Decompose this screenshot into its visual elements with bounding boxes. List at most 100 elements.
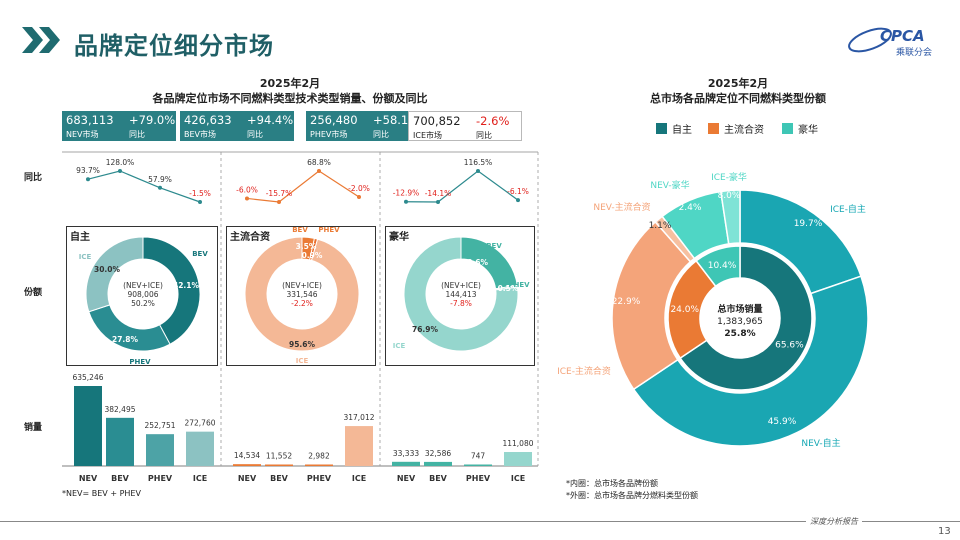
outer-category-label: NEV-自主 bbox=[801, 437, 840, 449]
kpi-yoy: +94.4% bbox=[247, 113, 294, 127]
legend-swatch bbox=[708, 123, 719, 134]
outer-value-label: 22.9% bbox=[612, 297, 641, 307]
legend-swatch bbox=[782, 123, 793, 134]
yoy-point bbox=[357, 194, 361, 199]
yoy-point bbox=[317, 169, 321, 173]
kpi-yoy: +58.1% bbox=[373, 113, 420, 127]
bar-value-label: 252,751 bbox=[144, 421, 175, 430]
kpi-yoy-label: 同比 bbox=[129, 130, 145, 139]
kpi-value: 256,480 bbox=[310, 113, 358, 127]
bar-nev bbox=[392, 461, 420, 466]
yoy-point bbox=[404, 199, 408, 204]
yoy-line bbox=[405, 170, 519, 203]
donut-value-label: 95.6% bbox=[289, 340, 316, 349]
donut-value-label: 42.1% bbox=[173, 281, 200, 290]
yoy-point bbox=[118, 169, 122, 173]
yoy-label: -2.0% bbox=[348, 184, 370, 193]
chevron-double-icon bbox=[22, 27, 60, 53]
donut-category-label: BEV bbox=[192, 250, 208, 258]
right-title-line2: 总市场各品牌定位不同燃料类型份额 bbox=[650, 92, 826, 105]
logo-text: CPCA bbox=[880, 27, 925, 45]
bar-category-label: BEV bbox=[111, 474, 130, 483]
bar-value-label: 2,982 bbox=[308, 452, 330, 461]
legend-swatch bbox=[656, 123, 667, 134]
bar-value-label: 747 bbox=[471, 452, 486, 461]
outer-value-label: 8.0% bbox=[718, 191, 741, 201]
kpi-value: 700,852 bbox=[413, 114, 461, 128]
center-value: 1,383,965 bbox=[717, 317, 763, 327]
inner-slice-2 bbox=[695, 245, 741, 288]
bar-phev bbox=[146, 434, 174, 466]
panel-label-hezi: 主流合资 bbox=[228, 228, 272, 243]
yoy-point bbox=[198, 200, 202, 204]
inner-value-label: 65.6% bbox=[775, 340, 804, 350]
yoy-label: 116.5% bbox=[464, 158, 493, 167]
right-footnote-1: *内圈：总市场各品牌份额 bbox=[566, 479, 658, 488]
bar-category-label: NEV bbox=[397, 474, 416, 483]
panel-box-zizhu bbox=[66, 226, 218, 366]
bar-nev bbox=[74, 386, 102, 466]
donut-center-text: 144,413 bbox=[445, 290, 476, 299]
yoy-label: -6.0% bbox=[236, 185, 258, 194]
center-panel bbox=[704, 300, 776, 340]
legend-label: 自主 bbox=[672, 125, 692, 136]
outer-value-label: 1.1% bbox=[649, 221, 672, 231]
donut-slice-ice bbox=[244, 236, 360, 352]
yoy-label: -14.1% bbox=[425, 189, 452, 198]
bar-phev bbox=[464, 464, 492, 466]
kpi-ice: 700,852 -2.6% ICE市场 同比 bbox=[408, 111, 522, 141]
left-chart-title: 2025年2月 各品牌定位市场不同燃料类型技术类型销量、份额及同比 bbox=[62, 76, 518, 106]
bar-category-label: ICE bbox=[193, 474, 207, 483]
kpi-bev: 426,633 +94.4% BEV市场 同比 bbox=[180, 111, 294, 141]
donut-value-label: 3.5% bbox=[296, 242, 317, 251]
bar-nev bbox=[233, 464, 261, 466]
panel-label-haohua: 豪华 bbox=[387, 228, 411, 243]
yoy-point bbox=[436, 200, 440, 204]
donut-category-label: PHEV bbox=[318, 226, 340, 234]
panel-box-haohua bbox=[385, 226, 535, 366]
page-title: 品牌定位细分市场 bbox=[74, 32, 274, 60]
donut-value-label: 0.5% bbox=[498, 284, 519, 293]
bar-bev bbox=[424, 461, 452, 466]
outer-category-label: ICE-豪华 bbox=[711, 171, 747, 183]
bar-category-label: BEV bbox=[429, 474, 448, 483]
kpi-yoy: -2.6% bbox=[476, 114, 510, 128]
yoy-point bbox=[277, 200, 281, 204]
bar-phev bbox=[305, 464, 333, 466]
center-yoy: 25.8% bbox=[724, 329, 755, 339]
donut-slice-bev bbox=[142, 236, 201, 345]
bar-value-label: 382,495 bbox=[104, 405, 135, 414]
yoy-label: 68.8% bbox=[307, 158, 331, 167]
outer-value-label: 2.4% bbox=[679, 203, 702, 213]
kpi-label: NEV市场 bbox=[66, 130, 99, 139]
inner-slice-0 bbox=[679, 245, 813, 391]
donut-value-label: 0.9% bbox=[302, 251, 323, 260]
donut-value-label: 27.8% bbox=[112, 335, 139, 344]
kpi-value: 683,113 bbox=[66, 113, 114, 127]
center-title: 总市场销量 bbox=[717, 303, 762, 315]
kpi-yoy: +79.0% bbox=[129, 113, 176, 127]
bar-value-label: 32,586 bbox=[425, 449, 451, 458]
kpi-yoy-label: 同比 bbox=[247, 130, 263, 139]
bar-value-label: 33,333 bbox=[393, 449, 419, 458]
bar-bev bbox=[106, 417, 134, 466]
bar-category-label: ICE bbox=[352, 474, 366, 483]
yoy-label: 93.7% bbox=[76, 166, 100, 175]
kpi-yoy-label: 同比 bbox=[476, 131, 492, 140]
bar-value-label: 14,534 bbox=[234, 451, 260, 460]
bar-value-label: 11,552 bbox=[266, 452, 292, 461]
bar-category-label: PHEV bbox=[148, 474, 173, 483]
panel-box-hezi bbox=[226, 226, 376, 366]
yoy-point bbox=[516, 198, 520, 203]
donut-value-label: 76.9% bbox=[412, 325, 439, 334]
bar-bev bbox=[265, 464, 293, 466]
donut-value-label: 30.0% bbox=[94, 265, 121, 274]
bar-category-label: BEV bbox=[270, 474, 289, 483]
donut-slice-ice bbox=[403, 236, 519, 352]
left-footnote: *NEV= BEV + PHEV bbox=[62, 489, 141, 498]
row-label-sales: 销量 bbox=[24, 423, 43, 433]
donut-category-label: BEV bbox=[292, 226, 308, 234]
bar-value-label: 272,760 bbox=[184, 419, 215, 428]
yoy-point bbox=[158, 185, 162, 190]
yoy-label: -15.7% bbox=[266, 189, 293, 198]
